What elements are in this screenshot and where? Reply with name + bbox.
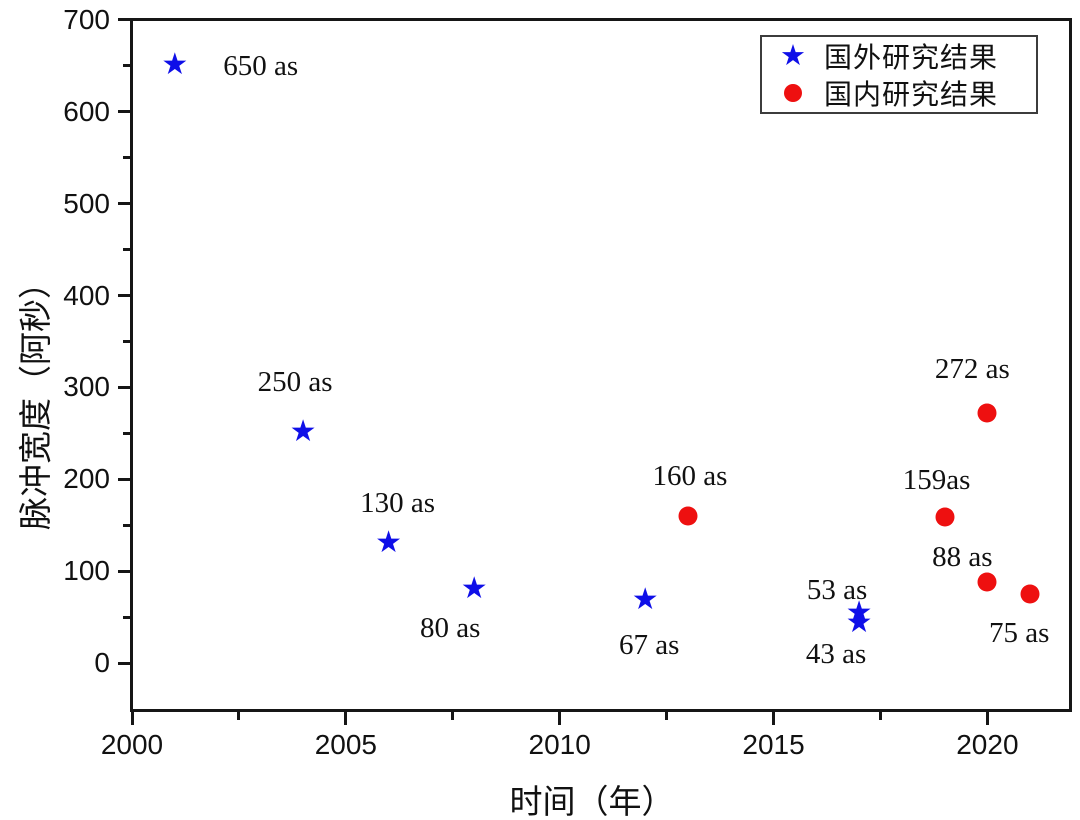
data-point-label: 53 as	[806, 574, 868, 607]
data-point-label: 160 as	[652, 460, 728, 493]
x-tick-label: 2005	[314, 729, 377, 760]
x-tick-label: 2020	[956, 729, 1019, 760]
data-point-star: ★	[289, 414, 317, 450]
data-point-star: ★	[375, 524, 403, 560]
x-minor-tick	[451, 712, 455, 720]
y-major-tick	[118, 477, 130, 481]
y-major-tick	[118, 110, 130, 114]
plot-area	[130, 18, 1072, 712]
data-point-circle	[935, 507, 955, 527]
data-point-label: 272 as	[934, 353, 1010, 386]
y-minor-tick	[123, 615, 130, 619]
y-major-tick	[118, 294, 130, 298]
legend-star-icon: ★	[780, 38, 806, 73]
y-major-tick	[118, 18, 130, 22]
y-major-tick	[118, 661, 130, 665]
y-tick-label: 500	[63, 187, 110, 219]
data-point-label: 88 as	[932, 541, 993, 574]
x-tick-label: 2015	[742, 729, 805, 760]
x-minor-tick	[878, 712, 882, 720]
data-point-circle	[1020, 584, 1040, 604]
data-point-label: 67 as	[619, 629, 680, 662]
x-tick-label: 2010	[528, 729, 591, 760]
x-major-tick	[558, 712, 562, 725]
y-minor-tick	[123, 156, 130, 160]
x-major-tick	[130, 712, 134, 725]
legend-label-domestic: 国内研究结果	[824, 80, 999, 112]
y-tick-label: 0	[94, 647, 110, 678]
y-major-tick	[118, 202, 130, 206]
y-axis-title: 脉冲宽度（阿秒）	[19, 266, 55, 530]
data-point-label: 650 as	[223, 49, 299, 82]
x-minor-tick	[237, 712, 241, 720]
x-axis-title: 时间（年）	[509, 785, 675, 820]
y-major-tick	[118, 569, 130, 573]
data-point-label: 159as	[902, 463, 971, 496]
x-tick-label: 2000	[100, 729, 164, 760]
x-major-tick	[344, 712, 348, 725]
y-minor-tick	[123, 339, 130, 343]
x-minor-tick	[665, 712, 669, 720]
data-point-star: ★	[845, 604, 873, 640]
data-point-circle	[678, 506, 698, 526]
data-point-star: ★	[460, 570, 488, 606]
data-point-star: ★	[845, 595, 873, 631]
data-point-label: 80 as	[419, 611, 481, 644]
data-point-circle	[977, 572, 997, 592]
data-point-label: 130 as	[360, 486, 436, 519]
legend-entry-foreign: ★ 国外研究结果	[762, 38, 1036, 74]
data-point-star: ★	[161, 46, 189, 82]
legend-circle-icon	[762, 84, 824, 103]
y-tick-label: 300	[63, 371, 110, 403]
y-minor-tick	[123, 431, 130, 435]
y-tick-label: 400	[63, 279, 110, 311]
data-point-circle	[977, 403, 997, 423]
y-minor-tick	[123, 64, 130, 68]
legend-entry-domestic: 国内研究结果	[762, 75, 1036, 111]
x-major-tick	[985, 712, 989, 725]
y-tick-label: 700	[63, 3, 110, 35]
y-tick-label: 600	[63, 95, 110, 127]
y-minor-tick	[123, 248, 130, 252]
data-point-label: 250 as	[257, 366, 333, 399]
y-major-tick	[118, 385, 130, 389]
y-tick-label: 200	[63, 463, 110, 495]
legend-label-foreign: 国外研究结果	[824, 42, 999, 74]
x-major-tick	[772, 712, 776, 725]
legend: ★ 国外研究结果 国内研究结果	[760, 35, 1038, 114]
y-minor-tick	[123, 523, 130, 527]
data-point-label: 75 as	[988, 617, 1050, 650]
data-point-label: 43 as	[805, 637, 867, 670]
data-point-star: ★	[631, 582, 659, 618]
y-tick-label: 100	[63, 555, 110, 587]
